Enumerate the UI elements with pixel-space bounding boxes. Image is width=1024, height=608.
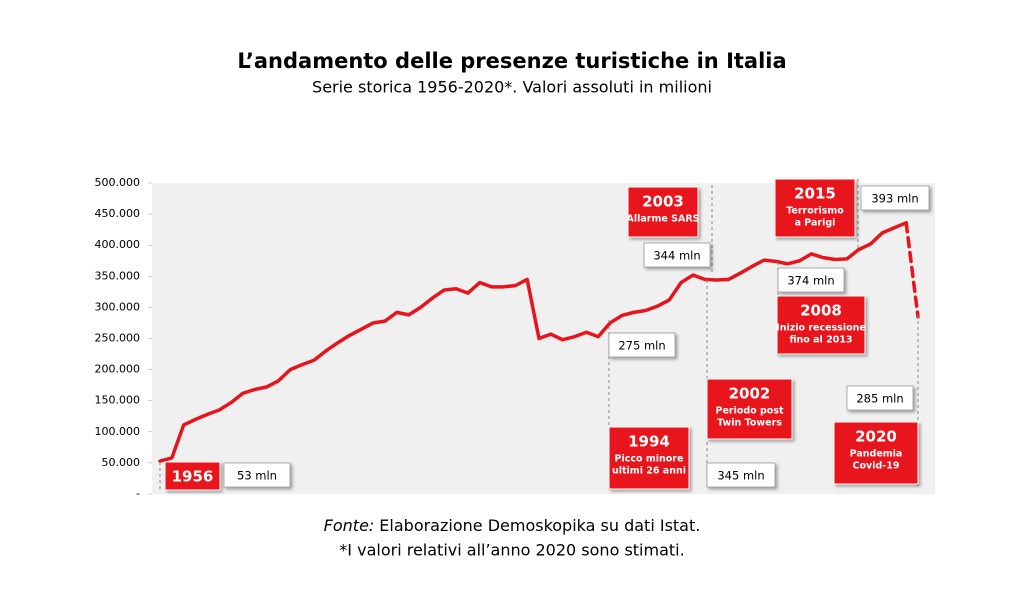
value-box (706, 462, 776, 488)
annotation-box (627, 186, 699, 238)
y-tick-label: 350.000 (95, 269, 141, 282)
annotation-box (774, 178, 856, 238)
value-box (643, 242, 711, 268)
source-text: Elaborazione Demoskopika su dati Istat. (379, 516, 700, 535)
footnote: *I valori relativi all’anno 2020 sono st… (339, 541, 684, 560)
source-label: Fonte: (324, 516, 375, 535)
data-line (904, 221, 920, 319)
annotation-title: 2002 (729, 385, 771, 403)
annotation-text: Twin Towers (717, 418, 782, 429)
annotation-text: fino al 2013 (789, 335, 852, 346)
annotation-box (776, 295, 866, 355)
y-tick-label: 450.000 (95, 207, 141, 220)
value-label: 285 mln (856, 392, 903, 406)
value-label: 345 mln (717, 469, 764, 483)
annotation-text: Covid-19 (853, 461, 900, 472)
value-box (777, 267, 845, 293)
value-box (860, 185, 930, 211)
annotation-text: ultimi 26 anni (612, 466, 686, 477)
y-tick-label: 250.000 (95, 332, 141, 345)
y-tick-label: 500.000 (95, 176, 141, 189)
value-label: 53 mln (237, 469, 277, 483)
value-label: 275 mln (618, 339, 665, 353)
value-box (223, 462, 291, 488)
annotation-box (706, 378, 793, 440)
y-tick-label: 100.000 (95, 425, 141, 438)
annotation-title: 2020 (855, 428, 897, 446)
y-tick-label: 400.000 (95, 238, 141, 251)
annotation-title: 2008 (800, 302, 842, 320)
y-tick-label: 150.000 (95, 394, 141, 407)
value-box (846, 385, 914, 411)
annotation-box (833, 421, 919, 485)
annotation-text: Allarme SARS (627, 214, 700, 225)
annotation-text: Pandemia (850, 449, 903, 460)
source: Fonte: Elaborazione Demoskopika su dati I… (324, 516, 701, 535)
y-tick-label: - (136, 487, 140, 500)
annotation-text: Terrorismo (786, 206, 844, 217)
y-tick-label: 300.000 (95, 300, 141, 313)
annotation-box (608, 426, 690, 490)
value-box (608, 332, 676, 358)
y-tick-label: 50.000 (102, 456, 141, 469)
annotation-title: 2015 (794, 185, 836, 203)
annotation-text: Picco minore (615, 454, 684, 465)
annotation-title: 1956 (172, 468, 214, 486)
chart-subtitle: Serie storica 1956-2020*. Valori assolut… (312, 78, 712, 97)
annotation-text: a Parigi (795, 218, 836, 229)
annotation-text: Inizio recessione (776, 323, 866, 334)
data-line (158, 221, 908, 463)
value-label: 344 mln (653, 249, 700, 263)
annotation-text: Periodo post (715, 406, 783, 417)
value-label: 393 mln (871, 192, 918, 206)
value-label: 374 mln (787, 274, 834, 288)
annotation-title: 2003 (642, 193, 684, 211)
annotation-box (164, 461, 221, 491)
chart-title: L’andamento delle presenze turistiche in… (237, 49, 786, 73)
annotation-title: 1994 (628, 433, 670, 451)
y-tick-label: 200.000 (95, 363, 141, 376)
